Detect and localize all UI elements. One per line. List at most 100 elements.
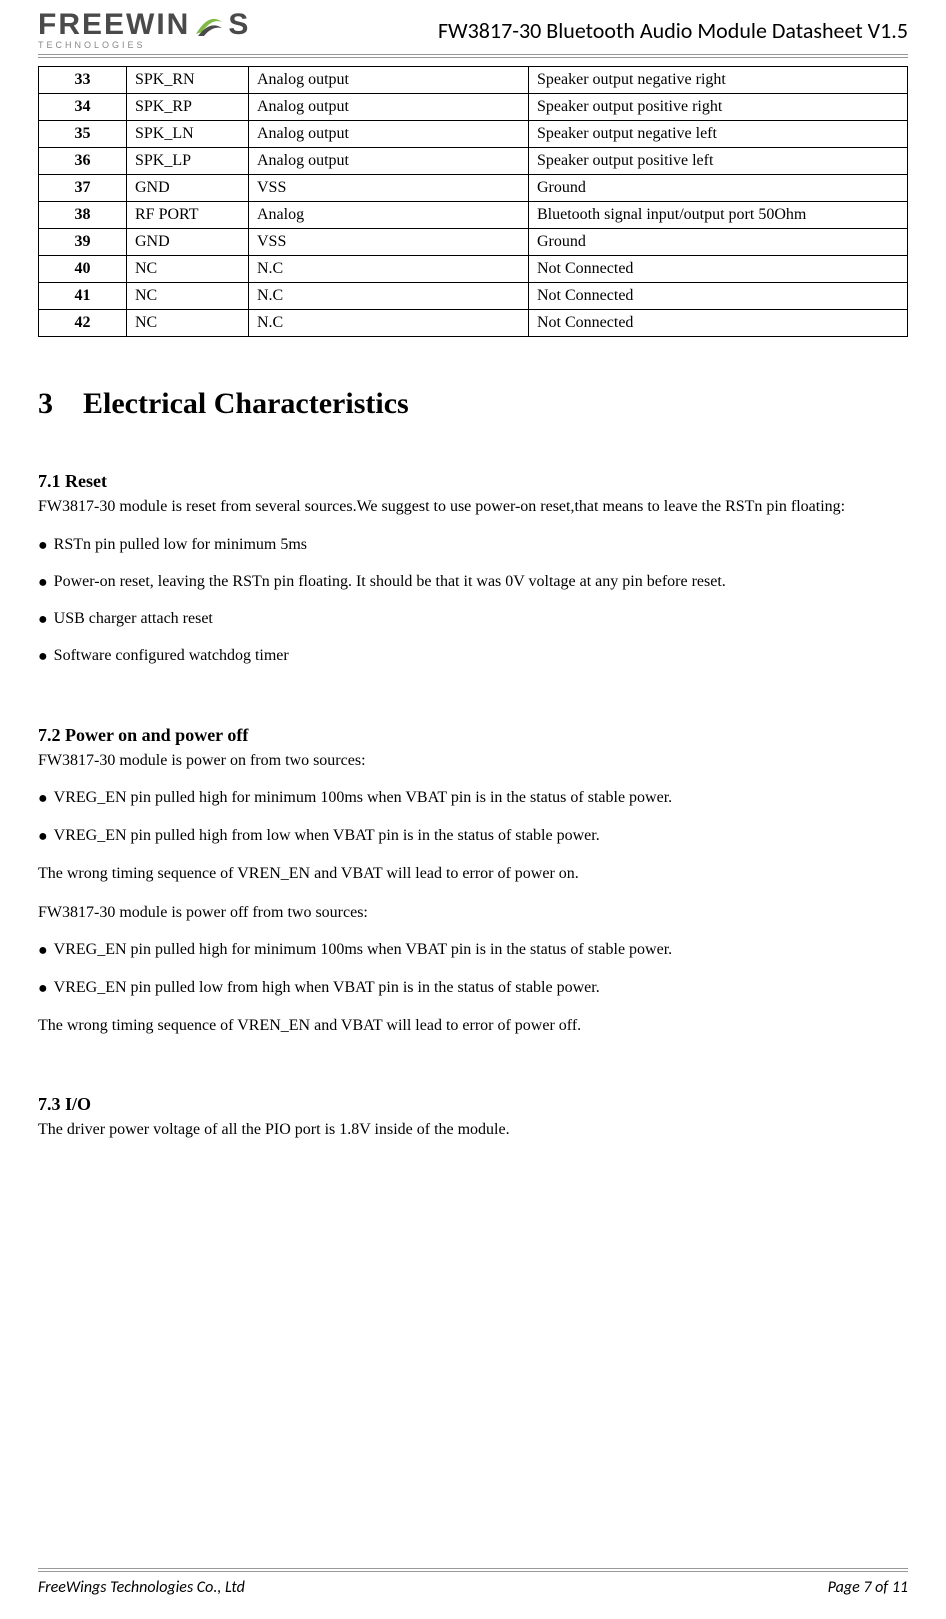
bullet-item: ● USB charger attach reset: [38, 610, 908, 629]
bullet-item: ● VREG_EN pin pulled low from high when V…: [38, 979, 908, 998]
section-7-2-on-bullets: ● VREG_EN pin pulled high for minimum 100…: [38, 789, 908, 845]
pin-type: Analog output: [249, 67, 529, 94]
table-row: 41NCN.CNot Connected: [39, 283, 908, 310]
section-7-2-off-intro: FW3817-30 module is power off from two s…: [38, 903, 908, 924]
pin-type: Analog output: [249, 94, 529, 121]
pin-name: GND: [127, 229, 249, 256]
pin-type: Analog output: [249, 121, 529, 148]
section-7-1-heading: 7.1 Reset: [38, 471, 908, 492]
pin-type: VSS: [249, 229, 529, 256]
logo-text-part2: S: [228, 8, 250, 42]
pin-name: GND: [127, 175, 249, 202]
pin-description: Speaker output negative right: [529, 67, 908, 94]
bullet-text: VREG_EN pin pulled low from high when VB…: [54, 979, 600, 997]
section-7-2-off-bullets: ● VREG_EN pin pulled high for minimum 100…: [38, 941, 908, 997]
table-row: 40NCN.CNot Connected: [39, 256, 908, 283]
table-row: 34SPK_RPAnalog outputSpeaker output posi…: [39, 94, 908, 121]
pin-type: Analog: [249, 202, 529, 229]
section-7-2-heading: 7.2 Power on and power off: [38, 725, 908, 746]
pin-name: NC: [127, 256, 249, 283]
logo-text-part1: FREEWIN: [38, 8, 190, 42]
bullet-text: Power-on reset, leaving the RSTn pin flo…: [54, 573, 726, 591]
pin-description: Speaker output positive left: [529, 148, 908, 175]
bullet-dot-icon: ●: [38, 573, 48, 592]
bullet-text: RSTn pin pulled low for minimum 5ms: [54, 536, 307, 554]
pin-name: SPK_LN: [127, 121, 249, 148]
footer-company: FreeWings Technologies Co., Ltd: [38, 1578, 245, 1597]
logo-main: FREEWIN S: [38, 8, 250, 42]
section-7-3-text: The driver power voltage of all the PIO …: [38, 1120, 908, 1141]
bullet-item: ● VREG_EN pin pulled high from low when V…: [38, 827, 908, 846]
pin-number: 42: [39, 310, 127, 337]
bullet-dot-icon: ●: [38, 536, 48, 555]
pin-type: VSS: [249, 175, 529, 202]
bullet-item: ● Software configured watchdog timer: [38, 647, 908, 666]
pin-name: NC: [127, 283, 249, 310]
pin-type: N.C: [249, 310, 529, 337]
pin-number: 35: [39, 121, 127, 148]
section-7-2-on-intro: FW3817-30 module is power on from two so…: [38, 751, 908, 772]
pin-definition-table: 33SPK_RNAnalog outputSpeaker output nega…: [38, 66, 908, 337]
pin-description: Bluetooth signal input/output port 50Ohm: [529, 202, 908, 229]
bullet-item: ● VREG_EN pin pulled high for minimum 100…: [38, 941, 908, 960]
table-row: 38RF PORTAnalogBluetooth signal input/ou…: [39, 202, 908, 229]
section-7-3-heading: 7.3 I/O: [38, 1094, 908, 1115]
bullet-text: USB charger attach reset: [54, 610, 213, 628]
pin-number: 40: [39, 256, 127, 283]
pin-number: 33: [39, 67, 127, 94]
bullet-text: Software configured watchdog timer: [54, 647, 289, 665]
pin-type: Analog output: [249, 148, 529, 175]
pin-name: RF PORT: [127, 202, 249, 229]
section-7-1-intro: FW3817-30 module is reset from several s…: [38, 497, 908, 518]
pin-description: Not Connected: [529, 256, 908, 283]
bullet-item: ● Power-on reset, leaving the RSTn pin fl…: [38, 573, 908, 592]
footer-page: Page 7 of 11: [828, 1578, 908, 1597]
pin-number: 41: [39, 283, 127, 310]
header-divider: [38, 57, 908, 58]
section-7-2-on-note: The wrong timing sequence of VREN_EN and…: [38, 864, 908, 885]
section-7-1-bullets: ● RSTn pin pulled low for minimum 5ms ● Pow…: [38, 536, 908, 667]
bullet-text: VREG_EN pin pulled high for minimum 100m…: [54, 789, 672, 807]
bullet-dot-icon: ●: [38, 610, 48, 629]
bullet-dot-icon: ●: [38, 979, 48, 998]
pin-name: SPK_LP: [127, 148, 249, 175]
footer-divider-outer: [38, 1568, 908, 1569]
bullet-dot-icon: ●: [38, 941, 48, 960]
pin-description: Speaker output positive right: [529, 94, 908, 121]
pin-description: Ground: [529, 175, 908, 202]
pin-description: Not Connected: [529, 310, 908, 337]
bullet-item: ● VREG_EN pin pulled high for minimum 100…: [38, 789, 908, 808]
bullet-text: VREG_EN pin pulled high for minimum 100m…: [54, 941, 672, 959]
page-header: FREEWIN S TECHNOLOGIES FW3817-30 Bluetoo…: [38, 0, 908, 55]
pin-description: Not Connected: [529, 283, 908, 310]
pin-number: 39: [39, 229, 127, 256]
table-row: 42NCN.CNot Connected: [39, 310, 908, 337]
bullet-dot-icon: ●: [38, 789, 48, 808]
pin-number: 34: [39, 94, 127, 121]
table-row: 35SPK_LNAnalog outputSpeaker output nega…: [39, 121, 908, 148]
pin-type: N.C: [249, 283, 529, 310]
pin-name: NC: [127, 310, 249, 337]
pin-number: 36: [39, 148, 127, 175]
table-row: 36SPK_LPAnalog outputSpeaker output posi…: [39, 148, 908, 175]
pin-number: 37: [39, 175, 127, 202]
page-footer: FreeWings Technologies Co., Ltd Page 7 o…: [38, 1571, 908, 1597]
logo-block: FREEWIN S TECHNOLOGIES: [38, 8, 250, 50]
table-row: 33SPK_RNAnalog outputSpeaker output nega…: [39, 67, 908, 94]
bullet-text: VREG_EN pin pulled high from low when VB…: [54, 827, 600, 845]
bullet-dot-icon: ●: [38, 827, 48, 846]
bullet-item: ● RSTn pin pulled low for minimum 5ms: [38, 536, 908, 555]
table-row: 37GNDVSSGround: [39, 175, 908, 202]
pin-type: N.C: [249, 256, 529, 283]
bullet-dot-icon: ●: [38, 647, 48, 666]
pin-description: Ground: [529, 229, 908, 256]
pin-name: SPK_RP: [127, 94, 249, 121]
pin-name: SPK_RN: [127, 67, 249, 94]
logo-icon: [192, 8, 226, 42]
pin-description: Speaker output negative left: [529, 121, 908, 148]
pin-number: 38: [39, 202, 127, 229]
section-3-heading: 3 Electrical Characteristics: [38, 387, 908, 421]
section-7-2-off-note: The wrong timing sequence of VREN_EN and…: [38, 1016, 908, 1037]
table-row: 39GNDVSSGround: [39, 229, 908, 256]
document-title: FW3817-30 Bluetooth Audio Module Datashe…: [438, 17, 908, 50]
